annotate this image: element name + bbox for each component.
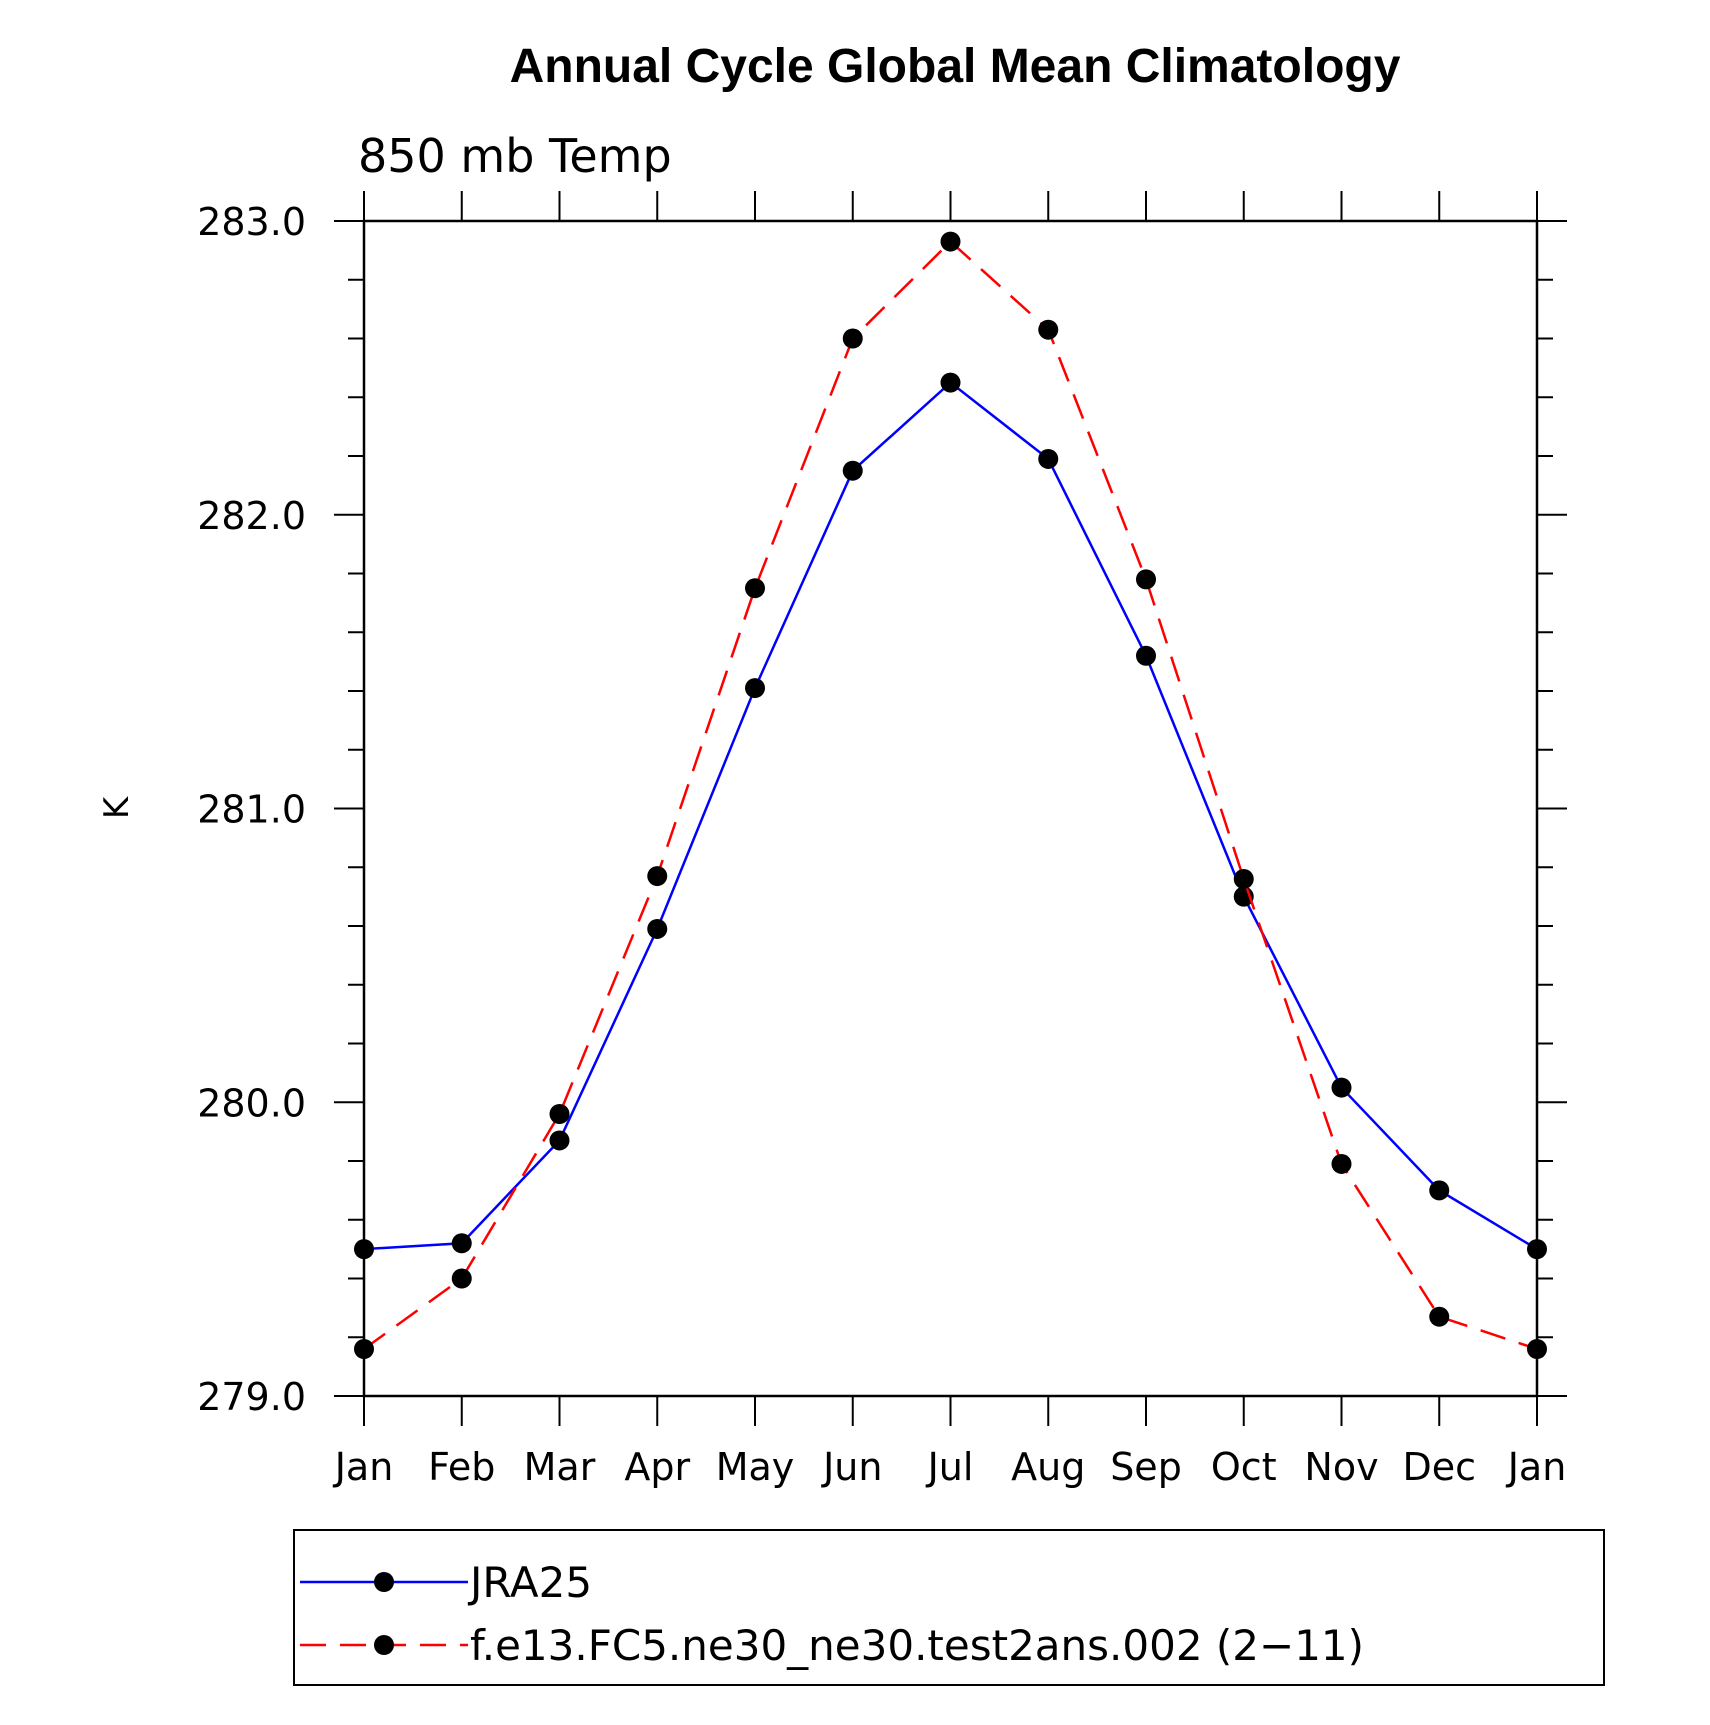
x-tick-label: Oct: [1211, 1445, 1277, 1489]
data-point: [354, 1339, 374, 1359]
legend-marker-1: [374, 1572, 394, 1592]
data-point: [1527, 1339, 1547, 1359]
x-tick-label: Jun: [821, 1445, 882, 1489]
x-tick-label: Sep: [1110, 1445, 1182, 1489]
x-tick-label: Mar: [524, 1445, 596, 1489]
data-point: [842, 328, 863, 349]
x-tick-label: Nov: [1304, 1445, 1378, 1489]
series-layer: [354, 231, 1547, 1359]
data-point: [1136, 569, 1156, 590]
data-point: [1429, 1306, 1450, 1327]
legend-label-2: f.e13.FC5.ne30_ne30.test2ans.002 (2−11): [470, 1621, 1364, 1670]
data-point: [549, 1130, 570, 1151]
data-point: [647, 866, 668, 887]
data-point: [745, 578, 765, 599]
data-point: [354, 1239, 374, 1260]
legend: JRA25 f.e13.FC5.ne30_ne30.test2ans.002 (2…: [293, 1529, 1605, 1686]
data-point: [1136, 645, 1156, 666]
data-point: [647, 918, 668, 939]
series-2: [354, 231, 1547, 1359]
y-tick-label: 283.0: [197, 200, 306, 244]
x-tick-label: Dec: [1402, 1445, 1476, 1489]
plot-border: [362, 219, 1539, 1398]
data-point: [1331, 1153, 1352, 1174]
x-tick-label: Jan: [1506, 1445, 1567, 1489]
x-tick-label: Jan: [333, 1445, 394, 1489]
data-point: [842, 460, 863, 481]
series-line: [363, 380, 1538, 1251]
plot-frame: [362, 219, 1539, 1398]
chart-title: Annual Cycle Global Mean Climatology: [510, 40, 1401, 93]
data-point: [549, 1104, 570, 1124]
data-point: [1331, 1077, 1352, 1098]
x-tick-label: Apr: [624, 1445, 690, 1489]
series-1: [354, 372, 1547, 1260]
y-axis-label: K: [97, 795, 137, 819]
x-tick-label: Jul: [926, 1445, 974, 1489]
data-point: [1527, 1239, 1547, 1260]
data-point: [451, 1268, 472, 1289]
x-tick-label: Aug: [1011, 1445, 1085, 1489]
data-point: [1038, 319, 1059, 340]
data-point: [1038, 448, 1059, 469]
legend-marker-2: [374, 1635, 394, 1655]
data-point: [451, 1233, 472, 1254]
data-point: [940, 372, 961, 393]
x-tick-label: Feb: [428, 1445, 495, 1489]
y-tick-label: 281.0: [197, 788, 306, 832]
legend-box: [293, 1529, 1605, 1686]
y-tick-label: 279.0: [197, 1375, 306, 1419]
data-point: [1429, 1180, 1450, 1201]
x-tick-label: May: [716, 1445, 795, 1489]
series-line: [363, 239, 1538, 1351]
y-tick-label: 282.0: [197, 494, 306, 538]
chart-subtitle: 850 mb Temp: [358, 129, 672, 183]
data-point: [1233, 869, 1254, 889]
data-point: [940, 231, 961, 252]
x-axis: Jan Feb Mar Apr May Jun Jul Aug Sep Oct Nov Dec Jan: [333, 191, 1567, 1489]
y-axis: 279.0 280.0 281.0 282.0 283.0: [197, 200, 1567, 1419]
y-tick-label: 280.0: [197, 1081, 306, 1125]
legend-label-1: JRA25: [467, 1558, 592, 1607]
data-point: [745, 678, 765, 699]
